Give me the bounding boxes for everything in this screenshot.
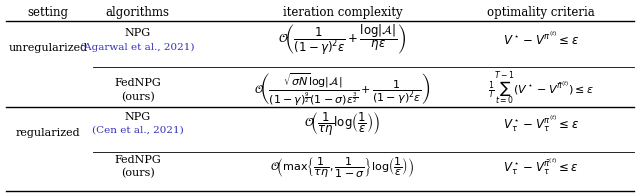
Text: algorithms: algorithms bbox=[106, 6, 170, 19]
Text: $\mathcal{O}\!\left(\max\left\{\dfrac{1}{\tau\eta},\dfrac{1}{1-\sigma}\right\}\l: $\mathcal{O}\!\left(\max\left\{\dfrac{1}… bbox=[270, 155, 415, 179]
Text: $\frac{1}{T}\sum_{t=0}^{T-1}\left(V^\star - V^{\bar{\pi}^{(t)}}\right) \leq \var: $\frac{1}{T}\sum_{t=0}^{T-1}\left(V^\sta… bbox=[488, 71, 594, 108]
Text: (Cen et al., 2021): (Cen et al., 2021) bbox=[92, 126, 184, 135]
Text: (Agarwal et al., 2021): (Agarwal et al., 2021) bbox=[81, 43, 195, 52]
Text: unregularized: unregularized bbox=[8, 43, 88, 53]
Text: (ours): (ours) bbox=[121, 92, 154, 102]
Text: iteration complexity: iteration complexity bbox=[283, 6, 402, 19]
Text: NPG: NPG bbox=[125, 28, 150, 38]
Text: regularized: regularized bbox=[16, 128, 80, 138]
Text: $V^\star_\tau - V^{\bar{\pi}^{(t)}}_\tau \leq \varepsilon$: $V^\star_\tau - V^{\bar{\pi}^{(t)}}_\tau… bbox=[503, 156, 579, 177]
Text: $\mathcal{O}\!\left(\dfrac{\sqrt{\sigma N}\log|\mathcal{A}|}{(1-\gamma)^{\frac{9: $\mathcal{O}\!\left(\dfrac{\sqrt{\sigma … bbox=[254, 71, 431, 108]
Text: $\mathcal{O}\!\left(\dfrac{1}{\tau\eta}\log\!\left(\dfrac{1}{\varepsilon}\right): $\mathcal{O}\!\left(\dfrac{1}{\tau\eta}\… bbox=[304, 110, 381, 137]
Text: setting: setting bbox=[28, 6, 68, 19]
Text: (ours): (ours) bbox=[121, 168, 154, 179]
Text: $\mathcal{O}\!\left(\dfrac{1}{(1-\gamma)^2\varepsilon} + \dfrac{\log|\mathcal{A}: $\mathcal{O}\!\left(\dfrac{1}{(1-\gamma)… bbox=[278, 22, 406, 57]
Text: optimality criteria: optimality criteria bbox=[487, 6, 595, 19]
Text: FedNPG: FedNPG bbox=[114, 78, 161, 88]
Text: NPG: NPG bbox=[125, 112, 150, 122]
Text: $V^\star - V^{\pi^{(t)}} \leq \varepsilon$: $V^\star - V^{\pi^{(t)}} \leq \varepsilo… bbox=[503, 31, 579, 48]
Text: $V^\star_\tau - V^{\pi^{(t)}}_\tau \leq \varepsilon$: $V^\star_\tau - V^{\pi^{(t)}}_\tau \leq … bbox=[503, 113, 579, 134]
Text: FedNPG: FedNPG bbox=[114, 155, 161, 165]
